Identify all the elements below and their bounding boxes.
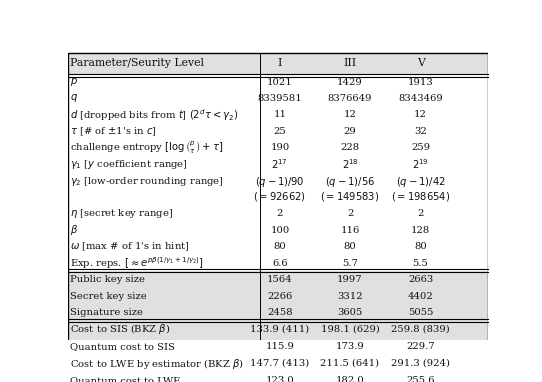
- Bar: [68, 338, 488, 355]
- Text: 12: 12: [414, 110, 427, 120]
- Text: 2: 2: [347, 209, 353, 218]
- Text: 100: 100: [270, 226, 289, 235]
- Text: 115.9: 115.9: [266, 342, 294, 351]
- Text: $\beta$: $\beta$: [70, 223, 78, 237]
- Text: V: V: [417, 58, 424, 68]
- Text: I: I: [278, 58, 282, 68]
- Text: 147.7 (413): 147.7 (413): [250, 359, 309, 368]
- Text: 5055: 5055: [408, 308, 434, 317]
- Text: 25: 25: [274, 127, 286, 136]
- Text: $\gamma_1$ [$y$ coefficient range]: $\gamma_1$ [$y$ coefficient range]: [70, 158, 188, 171]
- Text: 229.7: 229.7: [406, 342, 435, 351]
- Text: 1429: 1429: [337, 78, 363, 86]
- Text: 259.8 (839): 259.8 (839): [391, 325, 450, 334]
- Text: $\omega$ [max # of 1's in hint]: $\omega$ [max # of 1's in hint]: [70, 241, 189, 253]
- Text: 2266: 2266: [267, 291, 293, 301]
- Text: 211.5 (641): 211.5 (641): [320, 359, 379, 368]
- Text: 5.5: 5.5: [412, 259, 429, 268]
- Text: Secret key size: Secret key size: [70, 291, 146, 301]
- Text: III: III: [344, 58, 357, 68]
- Text: 1913: 1913: [408, 78, 434, 86]
- Text: Exp. reps. $[\approx e^{p\beta(1/\gamma_1+1/\gamma_2)}]$: Exp. reps. $[\approx e^{p\beta(1/\gamma_…: [70, 255, 204, 271]
- Text: $\gamma_2$ [low-order rounding range]: $\gamma_2$ [low-order rounding range]: [70, 175, 224, 188]
- Text: 2: 2: [417, 209, 424, 218]
- Text: $\eta$ [secret key range]: $\eta$ [secret key range]: [70, 207, 173, 220]
- Text: challenge entropy $[\log\binom{p}{\tau}+\tau]$: challenge entropy $[\log\binom{p}{\tau}+…: [70, 140, 223, 156]
- Text: $p$: $p$: [70, 76, 78, 88]
- Bar: [68, 288, 488, 304]
- Text: 291.3 (924): 291.3 (924): [391, 359, 450, 368]
- Text: 80: 80: [414, 242, 427, 251]
- Bar: [68, 321, 488, 338]
- Text: 6.6: 6.6: [272, 259, 288, 268]
- Text: 133.9 (411): 133.9 (411): [250, 325, 309, 334]
- Text: 8343469: 8343469: [398, 94, 443, 103]
- Text: Quantum cost to SIS: Quantum cost to SIS: [70, 342, 175, 351]
- Text: 80: 80: [344, 242, 357, 251]
- Text: Signature size: Signature size: [70, 308, 143, 317]
- Text: 259: 259: [411, 143, 430, 152]
- Text: Cost to SIS (BKZ $\beta$): Cost to SIS (BKZ $\beta$): [70, 322, 170, 337]
- Bar: [68, 272, 488, 288]
- Text: 29: 29: [344, 127, 357, 136]
- Bar: [68, 372, 488, 382]
- Text: 255.6: 255.6: [406, 376, 435, 382]
- Text: Public key size: Public key size: [70, 275, 145, 284]
- Text: 173.9: 173.9: [335, 342, 364, 351]
- Text: 123.0: 123.0: [266, 376, 294, 382]
- Text: 4402: 4402: [408, 291, 434, 301]
- Text: $2^{17}$: $2^{17}$: [272, 157, 288, 171]
- Text: Quantum cost to LWE: Quantum cost to LWE: [70, 376, 180, 382]
- Text: $q$: $q$: [70, 92, 78, 105]
- Text: 32: 32: [414, 127, 427, 136]
- Text: $\tau$ [# of $\pm$1's in $c$]: $\tau$ [# of $\pm$1's in $c$]: [70, 125, 157, 138]
- Text: 116: 116: [340, 226, 360, 235]
- Text: 1021: 1021: [267, 78, 293, 86]
- Bar: [68, 53, 488, 74]
- Text: $(= 92662)$: $(= 92662)$: [254, 190, 306, 203]
- Text: 2458: 2458: [267, 308, 293, 317]
- Text: 1564: 1564: [267, 275, 293, 284]
- Text: Parameter/Seurity Level: Parameter/Seurity Level: [70, 58, 204, 68]
- Text: $2^{18}$: $2^{18}$: [341, 157, 358, 171]
- Text: 1997: 1997: [337, 275, 363, 284]
- Text: 5.7: 5.7: [342, 259, 358, 268]
- Text: 182.0: 182.0: [335, 376, 364, 382]
- Bar: [68, 304, 488, 321]
- Text: 8339581: 8339581: [257, 94, 302, 103]
- Text: 128: 128: [411, 226, 430, 235]
- Text: Cost to LWE by estimator (BKZ $\beta$): Cost to LWE by estimator (BKZ $\beta$): [70, 356, 244, 371]
- Text: $(q-1)/90$: $(q-1)/90$: [255, 175, 305, 189]
- Text: $(= 149583)$: $(= 149583)$: [320, 190, 380, 203]
- Bar: [68, 355, 488, 372]
- Text: 228: 228: [340, 143, 359, 152]
- Text: 80: 80: [274, 242, 286, 251]
- Text: 190: 190: [270, 143, 289, 152]
- Text: 2: 2: [276, 209, 283, 218]
- Text: 198.1 (629): 198.1 (629): [320, 325, 379, 334]
- Text: 12: 12: [344, 110, 357, 120]
- Text: 2663: 2663: [408, 275, 433, 284]
- Text: 3312: 3312: [337, 291, 363, 301]
- Text: 3605: 3605: [337, 308, 363, 317]
- Text: $(q-1)/42$: $(q-1)/42$: [396, 175, 446, 189]
- Text: 8376649: 8376649: [328, 94, 372, 103]
- Text: $d$ [dropped bits from $t$] $(2^d\tau < \gamma_2)$: $d$ [dropped bits from $t$] $(2^d\tau < …: [70, 107, 238, 123]
- Text: 11: 11: [273, 110, 286, 120]
- Text: $(q-1)/56$: $(q-1)/56$: [325, 175, 375, 189]
- Text: $2^{19}$: $2^{19}$: [412, 157, 429, 171]
- Text: $(= 198654)$: $(= 198654)$: [391, 190, 450, 203]
